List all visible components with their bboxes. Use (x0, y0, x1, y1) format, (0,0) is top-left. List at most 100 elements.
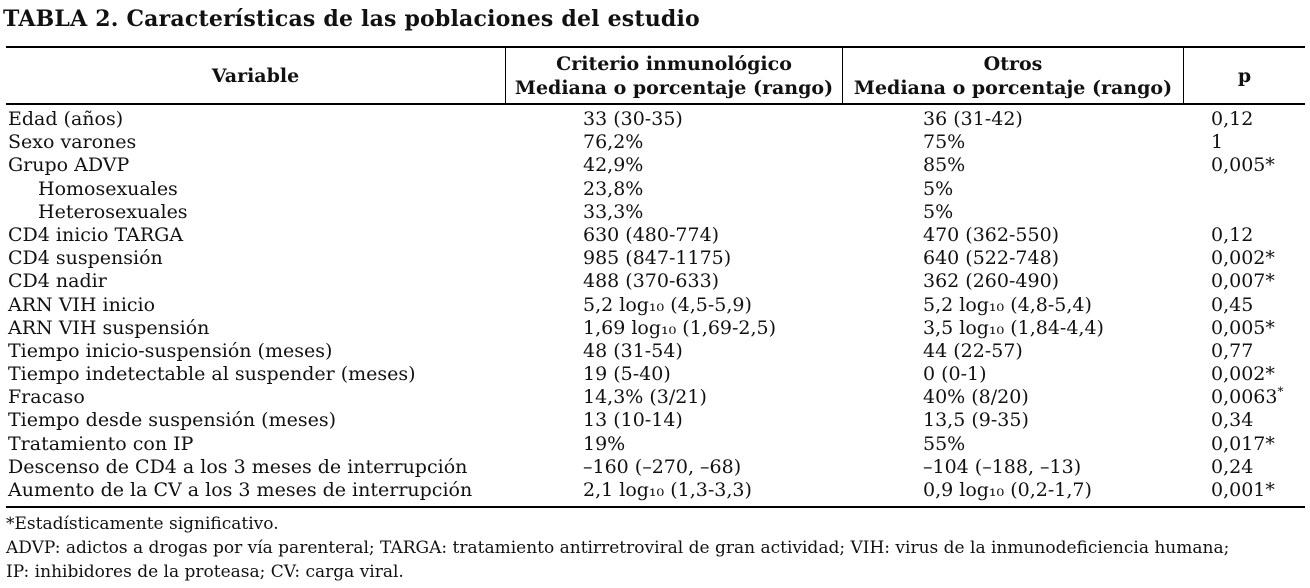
table-row: CD4 nadir 488 (370-633) 362 (260-490) 0,007… (6, 270, 1305, 293)
cell-p-value: 0,45 (1211, 293, 1254, 316)
table-row: Tiempo inicio-suspensión (meses) 48 (31-5… (6, 340, 1305, 363)
table-bottom-rule (6, 506, 1305, 509)
cell-variable: ARN VIH suspensión (8, 316, 210, 339)
table-row: Edad (años) 33 (30-35) 36 (31-42) 0,12 (6, 108, 1305, 131)
footnote-significance: *Estadísticamente significativo. (6, 514, 279, 534)
column-header-variable-label: Variable (211, 64, 300, 87)
cell-p-value: 0,001* (1211, 479, 1275, 501)
table-row: Tiempo desde suspensión (meses) 13 (10-14… (6, 409, 1305, 432)
cell-p-value: 0,007* (1211, 270, 1275, 293)
cell-variable: Edad (años) (8, 108, 124, 130)
cell-otros: 13,5 (9-35) (923, 409, 1029, 432)
cell-p-value: 0,77 (1211, 339, 1254, 362)
cell-otros: 5% (923, 200, 954, 223)
p-value-superscript-asterisk: * (1277, 384, 1284, 399)
cell-p-value: 1 (1211, 131, 1224, 154)
cell-p-value: 0,24 (1211, 455, 1254, 478)
cell-otros: 470 (362-550) (923, 223, 1060, 246)
table-row: Tratamiento con IP 19% 55% 0,017* (6, 433, 1305, 456)
cell-criterio-inmunologico: 2,1 log₁₀ (1,3-3,3) (583, 479, 752, 501)
cell-otros: 75% (923, 131, 966, 154)
cell-criterio-inmunologico: 23,8% (583, 177, 644, 200)
cell-criterio-inmunologico: 1,69 log₁₀ (1,69-2,5) (583, 316, 777, 339)
cell-p-value: 0,002* (1211, 363, 1275, 386)
cell-otros: 0 (0-1) (923, 363, 987, 386)
column-header-otros: Otros Mediana o porcentaje (rango) (842, 48, 1183, 103)
table-row: Aumento de la CV a los 3 meses de interr… (6, 479, 1305, 502)
cell-criterio-inmunologico: 33 (30-35) (583, 108, 683, 130)
cell-variable: ARN VIH inicio (8, 293, 156, 316)
cell-variable: Tiempo desde suspensión (meses) (8, 409, 337, 432)
cell-otros: 44 (22-57) (923, 339, 1023, 362)
cell-variable: Homosexuales (38, 177, 178, 200)
table-row: Homosexuales 23,8% 5% (6, 178, 1305, 201)
cell-p-value: 0,12 (1211, 108, 1254, 130)
cell-otros: 5,2 log₁₀ (4,8-5,4) (923, 293, 1092, 316)
cell-otros: 85% (923, 154, 966, 177)
table-row: Sexo varones 76,2% 75% 1 (6, 131, 1305, 154)
cell-otros: 36 (31-42) (923, 108, 1023, 130)
cell-variable: CD4 suspensión (8, 247, 163, 270)
cell-variable: Tratamiento con IP (8, 432, 194, 455)
cell-otros: 5% (923, 177, 954, 200)
table-row: ARN VIH inicio 5,2 log₁₀ (4,5-5,9) 5,2 log… (6, 294, 1305, 317)
cell-variable: Aumento de la CV a los 3 meses de interr… (8, 479, 473, 501)
column-header-criterio-line1: Criterio inmunológico (556, 52, 792, 75)
table-row: CD4 suspensión 985 (847-1175) 640 (522-748… (6, 247, 1305, 270)
table-row: Grupo ADVP 42,9% 85% 0,005* (6, 154, 1305, 177)
cell-otros: 640 (522-748) (923, 247, 1060, 270)
column-header-otros-line2: Mediana o porcentaje (rango) (853, 76, 1173, 99)
column-header-p: p (1183, 48, 1305, 103)
cell-criterio-inmunologico: 488 (370-633) (583, 270, 720, 293)
cell-otros: 362 (260-490) (923, 270, 1060, 293)
cell-criterio-inmunologico: 76,2% (583, 131, 644, 154)
column-header-otros-line1: Otros (983, 52, 1043, 75)
cell-criterio-inmunologico: 630 (480-774) (583, 223, 720, 246)
column-header-variable: Variable (6, 48, 505, 103)
cell-variable: Grupo ADVP (8, 154, 130, 177)
cell-otros: –104 (–188, –13) (923, 455, 1082, 478)
cell-criterio-inmunologico: 14,3% (3/21) (583, 386, 707, 409)
cell-criterio-inmunologico: 48 (31-54) (583, 339, 683, 362)
footnote-abbreviations-line2: IP: inhibidores de la proteasa; CV: carg… (6, 562, 404, 582)
table-body: Edad (años) 33 (30-35) 36 (31-42) 0,12 Sexo … (6, 105, 1305, 502)
cell-p-value: 0,34 (1211, 409, 1254, 432)
cell-criterio-inmunologico: 5,2 log₁₀ (4,5-5,9) (583, 293, 752, 316)
cell-variable: Descenso de CD4 a los 3 meses de interru… (8, 455, 468, 478)
cell-p-value (1183, 201, 1305, 224)
cell-otros: 0,9 log₁₀ (0,2-1,7) (923, 479, 1092, 501)
table-footnotes: *Estadísticamente significativo. ADVP: a… (6, 512, 1229, 584)
cell-variable: Heterosexuales (38, 200, 188, 223)
cell-p-value: 0,017* (1211, 432, 1275, 455)
cell-p-value: 0,005* (1211, 154, 1275, 177)
table-row: ARN VIH suspensión 1,69 log₁₀ (1,69-2,5) 3… (6, 317, 1305, 340)
table-row: Heterosexuales 33,3% 5% (6, 201, 1305, 224)
cell-criterio-inmunologico: –160 (–270, –68) (583, 455, 742, 478)
cell-otros: 3,5 log₁₀ (1,84-4,4) (923, 316, 1104, 339)
column-header-p-label: p (1237, 64, 1252, 87)
cell-variable: Fracaso (8, 386, 85, 409)
cell-criterio-inmunologico: 19% (583, 432, 626, 455)
footnote-abbreviations-line1: ADVP: adictos a drogas por vía parentera… (6, 538, 1230, 558)
cell-criterio-inmunologico: 33,3% (583, 200, 644, 223)
cell-variable: Sexo varones (8, 131, 137, 154)
table-title: TABLA 2. Características de las poblacio… (3, 6, 700, 32)
column-header-criterio-inmunologico: Criterio inmunológico Mediana o porcenta… (505, 48, 842, 103)
table-row: Fracaso 14,3% (3/21) 40% (8/20) 0,0063* (6, 386, 1305, 409)
table-row: Tiempo indetectable al suspender (meses)… (6, 363, 1305, 386)
table-row: Descenso de CD4 a los 3 meses de interru… (6, 456, 1305, 479)
cell-p-value (1183, 178, 1305, 201)
cell-variable: Tiempo inicio-suspensión (meses) (8, 339, 333, 362)
cell-otros: 40% (8/20) (923, 386, 1029, 409)
table-row: CD4 inicio TARGA 630 (480-774) 470 (362-55… (6, 224, 1305, 247)
cell-criterio-inmunologico: 42,9% (583, 154, 644, 177)
column-header-criterio-line2: Mediana o porcentaje (rango) (514, 76, 834, 99)
cell-p-value: 0,002* (1211, 247, 1275, 270)
cell-criterio-inmunologico: 19 (5-40) (583, 363, 671, 386)
cell-criterio-inmunologico: 985 (847-1175) (583, 247, 732, 270)
cell-otros: 55% (923, 432, 966, 455)
cell-p-value: 0,12 (1211, 223, 1254, 246)
cell-variable: Tiempo indetectable al suspender (meses) (8, 363, 416, 386)
cell-variable: CD4 inicio TARGA (8, 223, 184, 246)
